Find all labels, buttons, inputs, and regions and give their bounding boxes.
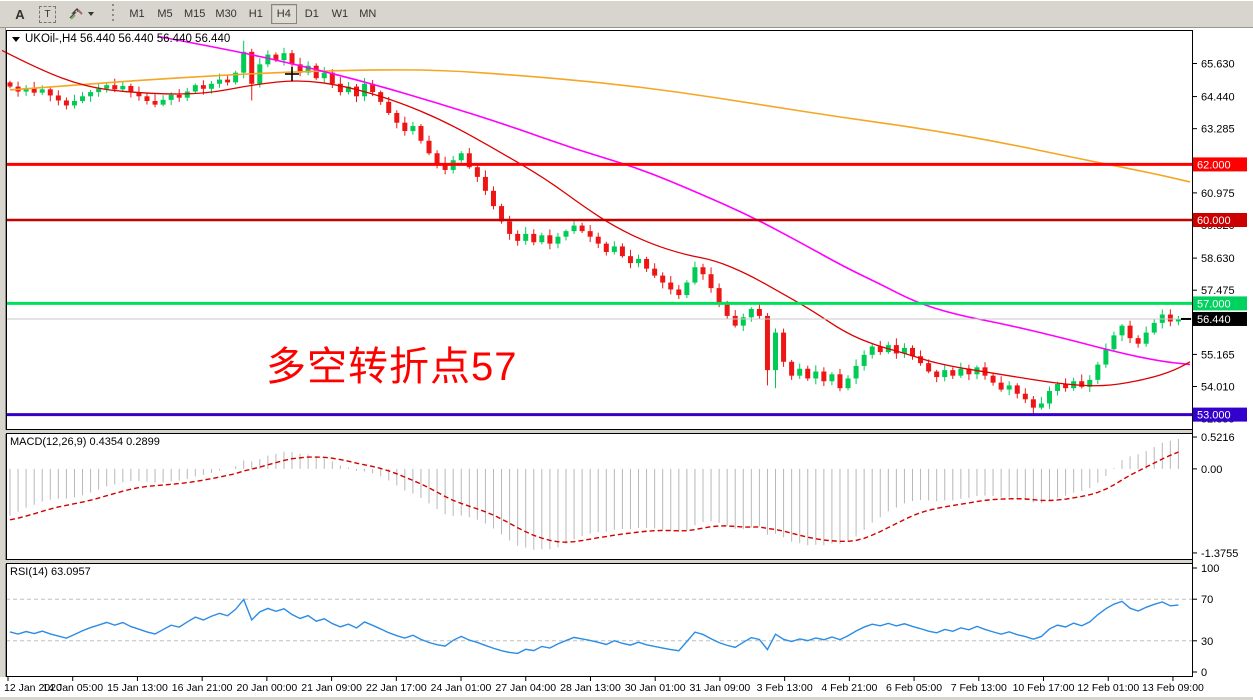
chart-menu-triangle-icon[interactable]: [12, 36, 20, 42]
pane-splitter-2[interactable]: [0, 560, 1253, 564]
arrows-icon: [69, 8, 83, 20]
chart-background: [0, 28, 1253, 700]
timeframe-button-w1[interactable]: W1: [327, 4, 353, 24]
ma-fast-red: [1, 49, 1191, 387]
svg-text:20 Jan 00:00: 20 Jan 00:00: [237, 682, 298, 694]
svg-text:13 Feb 09:00: 13 Feb 09:00: [1142, 682, 1204, 694]
rsi-axis-label: 0: [1201, 667, 1207, 679]
svg-text:12 Jan 2020: 12 Jan 2020: [4, 682, 62, 694]
timeframe-button-m1[interactable]: M1: [124, 4, 150, 24]
svg-text:31 Jan 09:00: 31 Jan 09:00: [690, 682, 751, 694]
timeframe-button-h4[interactable]: H4: [270, 4, 297, 24]
svg-text:28 Jan 13:00: 28 Jan 13:00: [560, 682, 621, 694]
chart-title-bar[interactable]: UKOil-,H4 56.440 56.440 56.440 56.440: [12, 33, 230, 45]
svg-text:7 Feb 13:00: 7 Feb 13:00: [951, 682, 1007, 694]
svg-text:57.475: 57.475: [1201, 285, 1235, 297]
timeframe-button-group: M1 M5 M15 M30 H1 H4 D1 W1 MN: [123, 4, 382, 24]
rsi-axis-label: 70: [1201, 594, 1213, 606]
toolbar-separator: [110, 4, 117, 24]
rsi-pane-content: [6, 598, 1192, 655]
chart-title-text: UKOil-,H4 56.440 56.440 56.440 56.440: [25, 33, 231, 45]
timeframe-button-h1[interactable]: H1: [243, 4, 269, 24]
macd-signal-line: [9, 451, 1179, 543]
text-label-tool-button[interactable]: A: [8, 3, 32, 25]
price-badge-53.000: 53.000: [1193, 407, 1247, 422]
svg-text:65.630: 65.630: [1201, 58, 1235, 70]
macd-axis-label: 0.00: [1201, 464, 1222, 476]
svg-text:60.000: 60.000: [1197, 215, 1231, 227]
timeframe-button-d1[interactable]: D1: [299, 4, 325, 24]
price-badge-60.000: 60.000: [1193, 213, 1247, 227]
window-left-edge: [0, 28, 6, 700]
svg-text:16 Jan 21:00: 16 Jan 21:00: [172, 682, 233, 694]
macd-histogram: [9, 439, 1179, 550]
price-badge-62.000: 62.000: [1193, 157, 1247, 172]
svg-text:24 Jan 01:00: 24 Jan 01:00: [431, 682, 492, 694]
text-label-icon: A: [15, 6, 25, 22]
svg-text:30 Jan 01:00: 30 Jan 01:00: [625, 682, 686, 694]
pane-splitter-1[interactable]: [0, 430, 1253, 434]
timeframe-button-m5[interactable]: M5: [152, 4, 178, 24]
svg-text:27 Jan 04:00: 27 Jan 04:00: [495, 682, 556, 694]
macd-axis-label: 0.5216: [1201, 432, 1235, 444]
svg-text:15 Jan 13:00: 15 Jan 13:00: [107, 682, 168, 694]
current-price-badge: 56.440: [1193, 311, 1247, 326]
svg-text:57.000: 57.000: [1197, 298, 1231, 310]
macd-indicator-label: MACD(12,26,9) 0.4354 0.2899: [10, 436, 160, 448]
ma-slow-orange: [9, 69, 1191, 183]
rsi-line: [9, 598, 1179, 655]
svg-text:53.000: 53.000: [1197, 410, 1231, 422]
timeframe-button-mn[interactable]: MN: [355, 4, 381, 24]
timeframe-button-m15[interactable]: M15: [180, 4, 209, 24]
svg-text:63.285: 63.285: [1201, 124, 1235, 136]
svg-text:58.630: 58.630: [1201, 253, 1235, 265]
macd-axis-label: -1.3755: [1201, 548, 1238, 560]
timeframe-button-m30[interactable]: M30: [211, 4, 240, 24]
price-axis[interactable]: [1192, 28, 1253, 700]
svg-text:54.010: 54.010: [1201, 382, 1235, 394]
svg-text:10 Feb 17:00: 10 Feb 17:00: [1013, 682, 1075, 694]
svg-text:56.440: 56.440: [1197, 314, 1231, 326]
crosshair-cursor: [285, 67, 299, 81]
svg-text:21 Jan 09:00: 21 Jan 09:00: [301, 682, 362, 694]
svg-text:4 Feb 21:00: 4 Feb 21:00: [821, 682, 877, 694]
svg-text:22 Jan 17:00: 22 Jan 17:00: [366, 682, 427, 694]
svg-text:14 Jan 05:00: 14 Jan 05:00: [42, 682, 103, 694]
svg-text:6 Feb 05:00: 6 Feb 05:00: [886, 682, 942, 694]
svg-text:62.000: 62.000: [1197, 159, 1231, 171]
time-axis[interactable]: [0, 677, 1253, 700]
rsi-axis-label: 100: [1201, 563, 1219, 575]
text-box-icon: T: [39, 5, 56, 23]
toolbar: A T M1 M5 M15 M30 H1 H4 D1 W1 MN: [0, 0, 1253, 28]
svg-text:3 Feb 13:00: 3 Feb 13:00: [757, 682, 813, 694]
rsi-indicator-label: RSI(14) 63.0957: [10, 566, 91, 578]
svg-text:55.165: 55.165: [1201, 349, 1235, 361]
svg-text:12 Feb 01:00: 12 Feb 01:00: [1077, 682, 1139, 694]
rsi-axis-label: 30: [1201, 636, 1213, 648]
dropdown-caret-icon: [88, 12, 94, 16]
arrow-objects-tool-button[interactable]: [63, 3, 99, 25]
annotation-text: 多空转折点57: [266, 345, 518, 389]
text-box-tool-button[interactable]: T: [34, 3, 61, 25]
svg-text:64.440: 64.440: [1201, 92, 1235, 104]
svg-text:60.975: 60.975: [1201, 188, 1235, 200]
chart-canvas[interactable]: 65.63064.44063.28560.97559.82058.63057.4…: [0, 28, 1253, 700]
price-badge-57.000: 57.000: [1193, 296, 1247, 311]
